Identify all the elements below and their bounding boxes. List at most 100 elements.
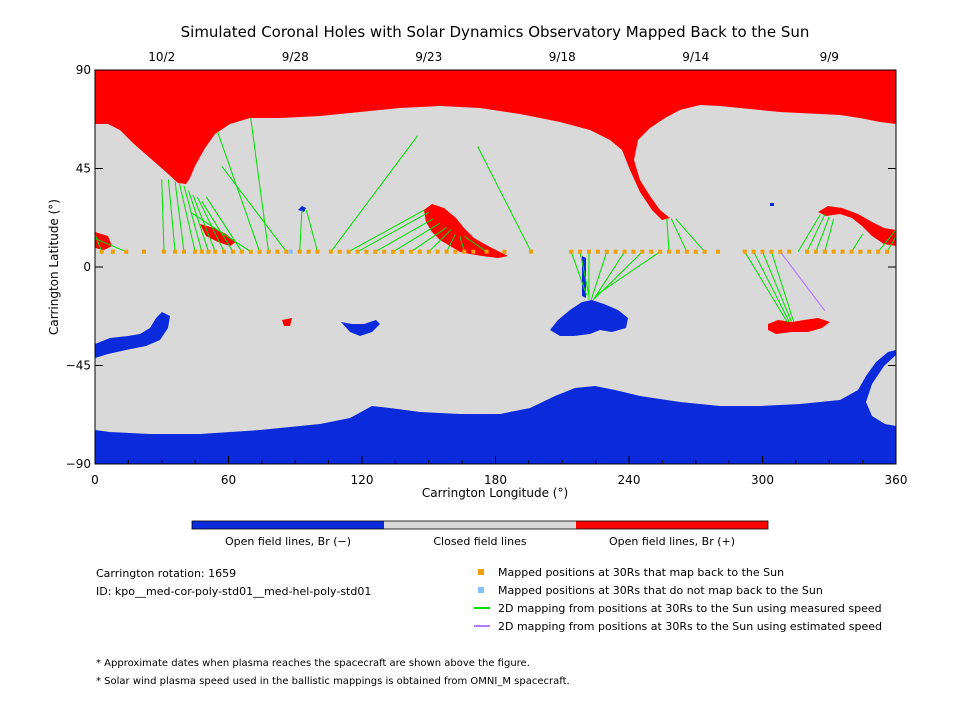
legend-label: 2D mapping from positions at 30Rs to the… — [498, 620, 882, 633]
measured-mapping-line — [392, 222, 441, 253]
mapped-position — [716, 249, 720, 254]
measured-mapping-line — [174, 181, 185, 252]
estimated-mapping-line — [779, 251, 826, 312]
mapped-position — [787, 249, 792, 254]
measured-mapping-line — [851, 233, 864, 252]
legend-label: Mapped positions at 30Rs that map back t… — [498, 566, 784, 579]
mapped-position — [315, 249, 320, 254]
measured-mapping-line — [477, 146, 532, 252]
measured-mapping-line — [305, 209, 318, 252]
x-tick-label: 0 — [91, 473, 99, 487]
mapped-position — [569, 249, 574, 254]
measured-mapping-line — [592, 251, 625, 301]
legend-marker — [478, 569, 484, 575]
measured-mapping-line — [806, 214, 826, 252]
mapped-position — [578, 249, 583, 254]
measured-mapping-line — [95, 238, 127, 253]
positive-patch-left — [200, 224, 236, 246]
south-negative-coronal-hole — [95, 350, 896, 464]
y-tick-label: 90 — [76, 63, 91, 77]
mapped-position — [99, 249, 104, 254]
mapped-position — [778, 249, 783, 254]
measured-mapping-line — [675, 218, 706, 253]
negative-coronal-hole-small — [341, 320, 380, 336]
mapped-position — [141, 249, 146, 254]
mapped-position — [658, 249, 663, 254]
measured-mapping-line — [190, 211, 252, 253]
mapped-position — [702, 249, 707, 254]
y-tick-label: 45 — [76, 162, 91, 176]
measured-mapping-line — [595, 251, 661, 296]
measured-mapping-line — [446, 233, 456, 252]
y-tick-label: 0 — [83, 260, 91, 274]
measured-mapping-line — [375, 218, 434, 253]
top-date-label: 9/23 — [415, 50, 442, 64]
unmapped-position — [288, 249, 293, 254]
measured-mapping-line — [590, 251, 608, 300]
closed-field-lobe — [866, 355, 896, 426]
measured-mapping-line — [579, 251, 590, 296]
mapped-position — [684, 249, 689, 254]
note-speed: * Solar wind plasma speed used in the ba… — [96, 676, 570, 687]
mapped-position — [400, 249, 405, 254]
mapped-position — [471, 249, 476, 254]
mapped-position — [266, 249, 271, 254]
note-dates: * Approximate dates when plasma reaches … — [96, 658, 530, 669]
mapped-position — [199, 249, 204, 254]
measured-mapping-line — [250, 118, 270, 252]
mapped-position — [849, 249, 854, 254]
colorbar-label: Open field lines, Br (−) — [225, 535, 351, 548]
mapped-position — [391, 249, 396, 254]
top-date-axis: 10/2 9/28 9/23 9/18 9/14 9/9 — [148, 50, 839, 76]
measured-mapping-line — [464, 235, 487, 253]
top-date-label: 9/14 — [682, 50, 709, 64]
mapped-position — [640, 249, 645, 254]
legend: Mapped positions at 30Rs that map back t… — [474, 566, 882, 633]
mapped-positions — [99, 249, 890, 254]
mapped-position — [426, 249, 431, 254]
measured-mapping-line — [459, 236, 465, 252]
legend-label: 2D mapping from positions at 30Rs to the… — [498, 602, 882, 615]
measured-mapping-line — [205, 196, 243, 252]
legend-marker — [478, 587, 484, 593]
mapped-position — [328, 249, 333, 254]
measured-mapping-line — [161, 179, 165, 252]
top-date-label: 9/9 — [820, 50, 839, 64]
measured-mapping-line — [762, 251, 792, 322]
colorbar: Open field lines, Br (−) Closed field lin… — [191, 520, 769, 548]
mapped-position — [675, 249, 680, 254]
mapped-position — [206, 249, 211, 254]
mapped-position — [693, 249, 698, 254]
measured-mapping-line — [192, 194, 216, 252]
mapped-position — [239, 249, 244, 254]
mapped-position — [275, 249, 280, 254]
measured-mapping-line — [570, 251, 588, 296]
x-tick-label: 60 — [221, 473, 236, 487]
top-date-label: 9/18 — [549, 50, 576, 64]
mapped-position — [355, 249, 360, 254]
measured-mapping-line — [824, 218, 835, 252]
y-tick-label: −45 — [66, 359, 91, 373]
x-tick-label: 180 — [484, 473, 507, 487]
measured-mapping-line — [221, 166, 287, 252]
x-axis-label: Carrington Longitude (°) — [422, 486, 568, 500]
colorbar-frame — [191, 520, 769, 530]
legend-label: Mapped positions at 30Rs that do not map… — [498, 584, 823, 597]
mapped-position — [502, 249, 507, 254]
y-tick-label: −90 — [66, 457, 91, 471]
measured-mapping-line — [183, 185, 203, 252]
measured-mapping-line — [187, 190, 209, 252]
measured-mapping-line — [95, 233, 103, 252]
measured-mapping-line — [744, 251, 788, 322]
mapped-position — [805, 249, 809, 254]
mapped-position — [742, 249, 747, 254]
measured-mapping-line — [670, 218, 688, 252]
mapped-position — [182, 249, 186, 254]
colorbar-segment — [192, 521, 384, 529]
mapped-position — [213, 249, 218, 254]
mapped-position — [822, 249, 827, 254]
colorbar-label: Closed field lines — [433, 535, 527, 548]
positive-coronal-hole-right — [818, 206, 896, 246]
measured-mapping-line — [167, 179, 176, 252]
mapped-position — [373, 249, 378, 254]
